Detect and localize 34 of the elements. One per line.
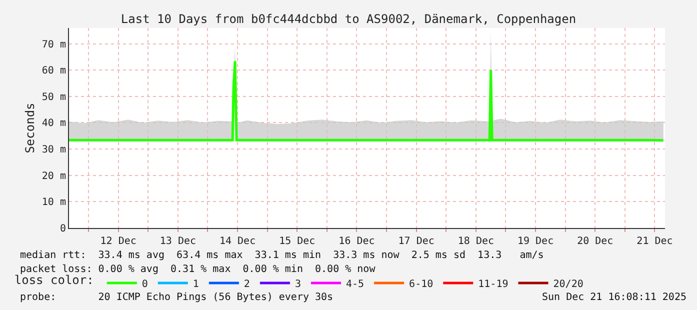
text: packet loss: 0.00 % avg 0.31 % max 0.00 % min 0.00 % now [20, 264, 376, 275]
y-tick-label: 30 m [42, 144, 66, 156]
x-tick-label: 12 Dec [100, 236, 136, 247]
legend-label: 0 [142, 278, 148, 290]
legend-label: 3 [294, 278, 301, 290]
y-tick-label: 10 m [42, 197, 66, 208]
text: Sun Dec 21 16:08:11 2025 [542, 292, 686, 303]
chart-title: Last 10 Days from b0fc444dcbbd to AS9002, Dänemark, Coppenhagen [120, 12, 576, 26]
x-tick-label: 18 Dec [458, 236, 494, 247]
x-tick-label: 17 Dec [398, 236, 434, 247]
x-tick-label: 19 Dec [517, 236, 554, 247]
x-tick-label: 20 Dec [577, 236, 614, 247]
x-tick-label: 14 Dec [219, 236, 256, 247]
x-tick-label: 16 Dec [338, 236, 375, 247]
y-tick-label: 20 m [42, 170, 66, 182]
y-tick-label: 40 m [42, 118, 66, 130]
y-tick-label: 0 [60, 224, 66, 234]
x-tick-label: 15 Dec [279, 236, 316, 247]
legend-label: 20/20 [553, 278, 584, 290]
y-axis-title: Seconds [23, 102, 38, 154]
text: probe: 20 ICMP Echo Pings (56 Bytes) every 30s [20, 292, 334, 303]
y-tick-label: 70 m [42, 39, 66, 50]
legend-label: 11-19 [478, 278, 508, 290]
x-tick-label: 13 Dec [160, 236, 196, 247]
y-tick-label: 60 m [42, 66, 66, 77]
legend-label: 4-5 [346, 278, 364, 290]
line-series [69, 60, 665, 142]
y-tick-label: 50 m [42, 92, 66, 103]
legend-label: 1 [192, 278, 199, 290]
legend-title: loss color: [14, 273, 94, 288]
text: median rtt: 33.4 ms avg 63.4 ms max 33.1 ms min 33.3 ms now 2.5 ms sd 13.3 am/s [20, 250, 544, 261]
legend-label: 2 [244, 278, 250, 290]
legend-label: 6-10 [409, 278, 434, 290]
x-tick-label: 21 Dec [636, 236, 673, 247]
